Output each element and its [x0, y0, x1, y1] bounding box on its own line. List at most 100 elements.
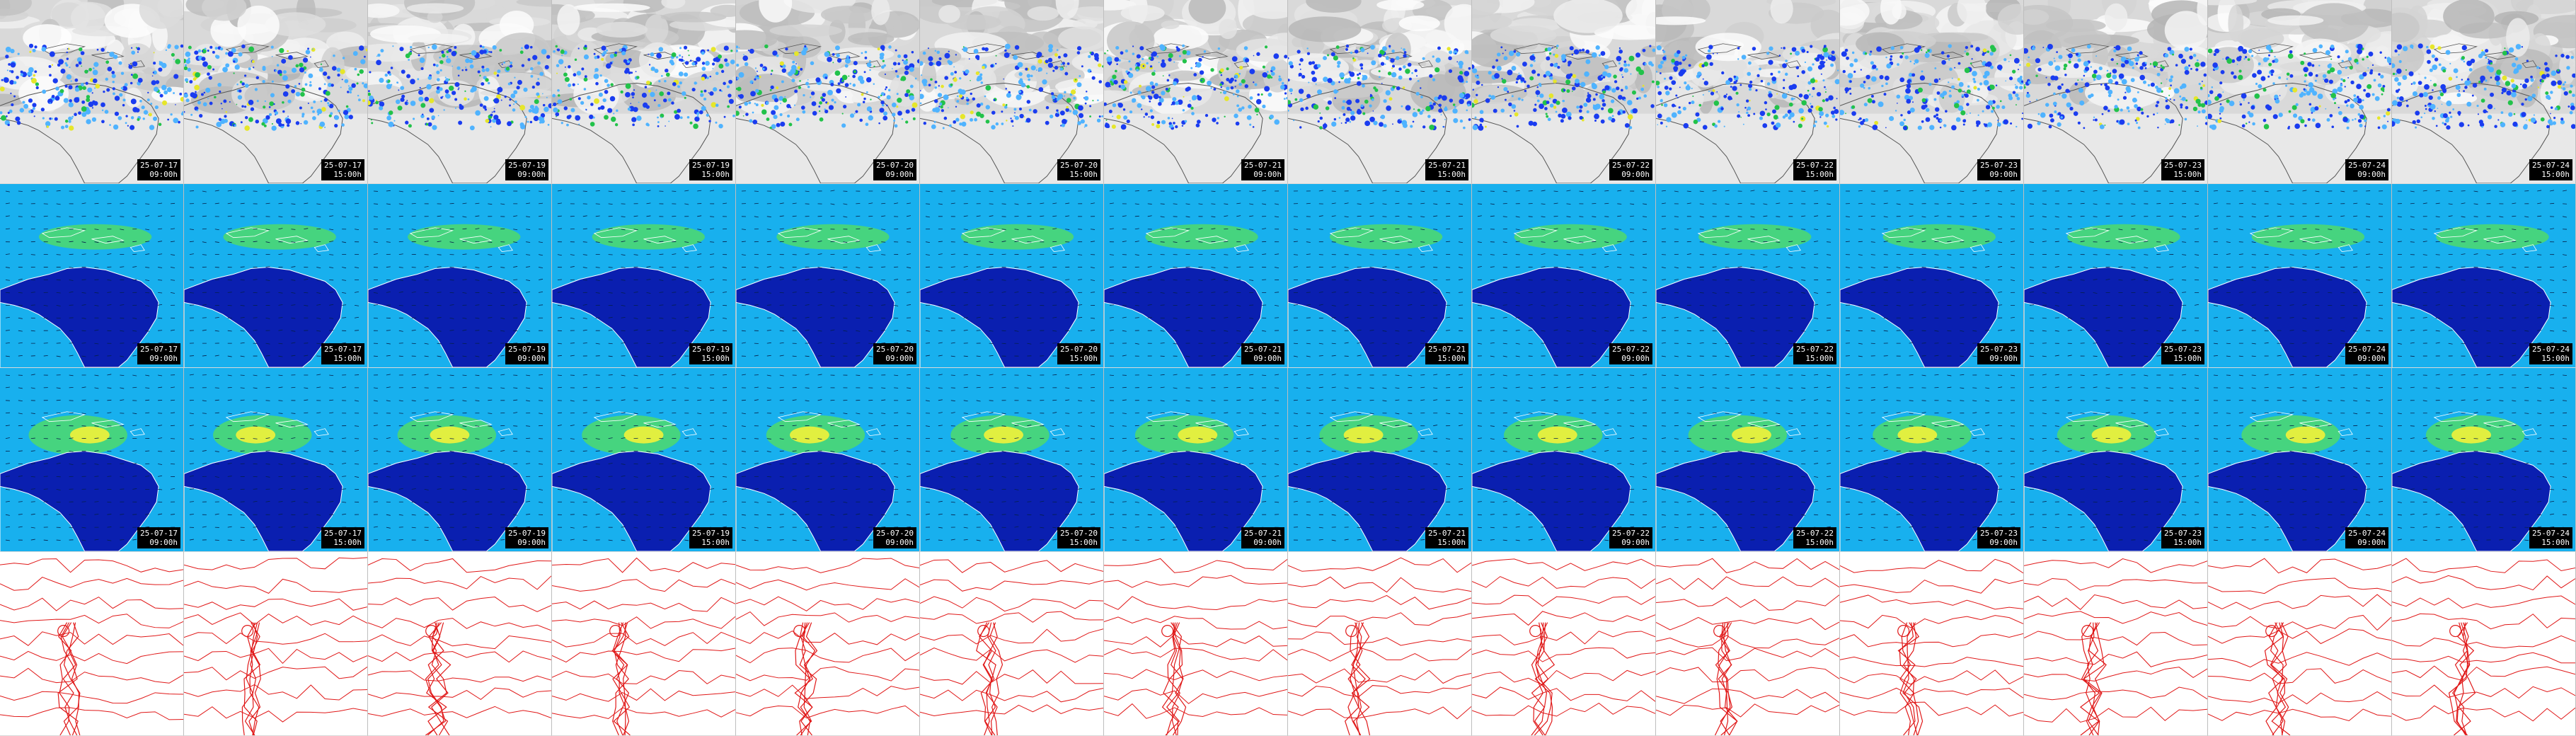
timestamp-date: 25-07-19	[508, 161, 546, 170]
wind-upper-level-map-9	[1472, 368, 1655, 551]
timestamp-time: 09:00h	[517, 170, 546, 179]
wind-upper-level-frame-4: 25-07-19 15:00h	[552, 368, 736, 552]
pressure-contours-map-2	[184, 552, 367, 735]
timestamp-label: 25-07-20 15:00h	[1057, 343, 1100, 364]
satellite-precipitation-frame-2: 25-07-17 15:00h	[184, 0, 368, 184]
wind-upper-level-map-13	[2208, 368, 2391, 551]
wind-upper-level-frame-14: 25-07-24 15:00h	[2392, 368, 2576, 552]
timestamp-date: 25-07-23	[1980, 345, 2018, 354]
timestamp-date: 25-07-23	[1980, 529, 2018, 538]
timestamp-time: 15:00h	[1437, 354, 1466, 363]
timestamp-label: 25-07-21 09:00h	[1241, 527, 1284, 548]
wind-low-level-frame-2: 25-07-17 15:00h	[184, 184, 368, 368]
timestamp-time: 15:00h	[1805, 354, 1834, 363]
timestamp-time: 09:00h	[885, 170, 914, 179]
timestamp-date: 25-07-22	[1796, 529, 1834, 538]
wind-low-level-frame-10: 25-07-22 15:00h	[1656, 184, 1840, 368]
wind-low-level-frame-14: 25-07-24 15:00h	[2392, 184, 2576, 368]
timestamp-label: 25-07-21 15:00h	[1425, 527, 1468, 548]
wind-low-level-map-10	[1656, 184, 1839, 367]
wind-low-level-frame-5: 25-07-20 09:00h	[736, 184, 920, 368]
timestamp-date: 25-07-17	[140, 529, 178, 538]
satellite-precipitation-map-2	[184, 0, 367, 183]
timestamp-date: 25-07-21	[1428, 345, 1466, 354]
wind-low-level-map-2	[184, 184, 367, 367]
wind-low-level-map-11	[1840, 184, 2023, 367]
timestamp-date: 25-07-23	[2164, 161, 2202, 170]
timestamp-time: 15:00h	[2173, 170, 2202, 179]
wind-low-level-frame-7: 25-07-21 09:00h	[1104, 184, 1288, 368]
wind-low-level-map-5	[736, 184, 919, 367]
timestamp-date: 25-07-24	[2348, 529, 2386, 538]
wind-low-level-map-14	[2392, 184, 2575, 367]
timestamp-date: 25-07-19	[692, 529, 730, 538]
satellite-precipitation-frame-1: 25-07-17 09:00h	[0, 0, 184, 184]
timestamp-date: 25-07-17	[140, 161, 178, 170]
satellite-precipitation-map-12	[2024, 0, 2207, 183]
wind-upper-level-map-11	[1840, 368, 2023, 551]
timestamp-label: 25-07-17 15:00h	[321, 527, 364, 548]
timestamp-time: 09:00h	[2357, 170, 2386, 179]
timestamp-time: 09:00h	[1621, 538, 1650, 547]
wind-low-level-frame-6: 25-07-20 15:00h	[920, 184, 1104, 368]
timestamp-time: 09:00h	[149, 538, 178, 547]
timestamp-label: 25-07-22 15:00h	[1793, 343, 1836, 364]
timestamp-date: 25-07-17	[324, 345, 362, 354]
timestamp-label: 25-07-21 09:00h	[1241, 343, 1284, 364]
timestamp-label: 25-07-19 15:00h	[689, 343, 732, 364]
timestamp-time: 09:00h	[1253, 354, 1282, 363]
timestamp-time: 15:00h	[333, 170, 362, 179]
pressure-contours-map-6	[920, 552, 1103, 735]
wind-low-level-frame-8: 25-07-21 15:00h	[1288, 184, 1472, 368]
timestamp-date: 25-07-20	[876, 161, 914, 170]
wind-upper-level-map-2	[184, 368, 367, 551]
pressure-contours-frame-3	[368, 552, 552, 736]
wind-low-level-map-8	[1288, 184, 1471, 367]
timestamp-label: 25-07-19 15:00h	[689, 527, 732, 548]
timestamp-time: 15:00h	[333, 354, 362, 363]
timestamp-date: 25-07-19	[508, 345, 546, 354]
wind-low-level-frame-1: 25-07-17 09:00h	[0, 184, 184, 368]
timestamp-time: 15:00h	[333, 538, 362, 547]
timestamp-date: 25-07-20	[1060, 161, 1098, 170]
timestamp-date: 25-07-22	[1612, 345, 1650, 354]
wind-upper-level-map-3	[368, 368, 551, 551]
timestamp-time: 09:00h	[1989, 170, 2018, 179]
satellite-precipitation-frame-9: 25-07-22 09:00h	[1472, 0, 1656, 184]
timestamp-date: 25-07-20	[1060, 345, 1098, 354]
timestamp-label: 25-07-21 15:00h	[1425, 343, 1468, 364]
satellite-precipitation-map-9	[1472, 0, 1655, 183]
timestamp-date: 25-07-23	[2164, 529, 2202, 538]
timestamp-date: 25-07-22	[1612, 161, 1650, 170]
timestamp-date: 25-07-24	[2348, 345, 2386, 354]
timestamp-label: 25-07-23 15:00h	[2161, 343, 2204, 364]
satellite-precipitation-frame-6: 25-07-20 15:00h	[920, 0, 1104, 184]
satellite-precipitation-map-3	[368, 0, 551, 183]
pressure-contours-frame-5	[736, 552, 920, 736]
timestamp-time: 15:00h	[2173, 538, 2202, 547]
satellite-precipitation-map-7	[1104, 0, 1287, 183]
satellite-precipitation-frame-11: 25-07-23 09:00h	[1840, 0, 2024, 184]
timestamp-time: 15:00h	[1069, 538, 1098, 547]
satellite-precipitation-map-14	[2392, 0, 2575, 183]
satellite-precipitation-map-4	[552, 0, 735, 183]
wind-upper-level-frame-8: 25-07-21 15:00h	[1288, 368, 1472, 552]
timestamp-date: 25-07-21	[1244, 161, 1282, 170]
timestamp-label: 25-07-20 09:00h	[873, 343, 916, 364]
timestamp-time: 15:00h	[1069, 354, 1098, 363]
wind-low-level-frame-13: 25-07-24 09:00h	[2208, 184, 2392, 368]
pressure-contours-map-5	[736, 552, 919, 735]
timestamp-date: 25-07-22	[1612, 529, 1650, 538]
timestamp-label: 25-07-20 09:00h	[873, 159, 916, 180]
wind-low-level-map-3	[368, 184, 551, 367]
timestamp-date: 25-07-17	[140, 345, 178, 354]
timestamp-date: 25-07-19	[508, 529, 546, 538]
timestamp-label: 25-07-20 15:00h	[1057, 527, 1100, 548]
timestamp-date: 25-07-20	[876, 529, 914, 538]
timestamp-label: 25-07-21 09:00h	[1241, 159, 1284, 180]
timestamp-date: 25-07-23	[1980, 161, 2018, 170]
timestamp-date: 25-07-24	[2532, 529, 2570, 538]
satellite-precipitation-frame-5: 25-07-20 09:00h	[736, 0, 920, 184]
timestamp-time: 15:00h	[1069, 170, 1098, 179]
